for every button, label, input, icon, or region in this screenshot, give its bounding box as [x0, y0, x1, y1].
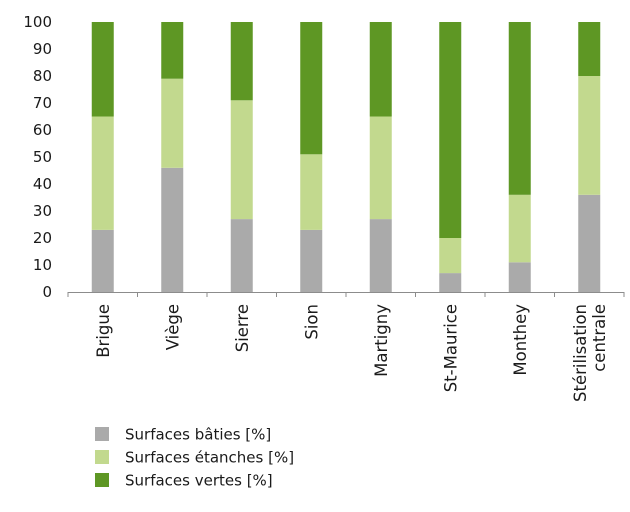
legend-swatch	[95, 473, 109, 487]
y-tick-label: 30	[33, 202, 52, 220]
legend: Surfaces bâties [%] Surfaces étanches [%]…	[95, 426, 294, 490]
bar-segment	[369, 116, 392, 220]
y-tick-label: 40	[33, 175, 52, 193]
x-tick-label-line: Stérilisation	[571, 304, 590, 402]
bars	[91, 22, 601, 292]
x-tick-label-line: Sion	[302, 304, 321, 340]
x-tick-label: Sion	[302, 304, 321, 340]
x-tick-label: Sierre	[233, 304, 252, 352]
x-tick-label: Monthey	[511, 304, 530, 376]
x-tick-label-line: Viège	[163, 304, 182, 350]
x-tick-label: Martigny	[372, 304, 391, 377]
bar-segment	[369, 22, 392, 117]
bar-segment	[300, 154, 323, 230]
bar-segment	[300, 229, 323, 292]
x-tick-label: St-Maurice	[441, 304, 460, 392]
bar-segment	[161, 167, 184, 292]
bar-segment	[578, 194, 601, 292]
y-tick-label: 70	[33, 94, 52, 112]
bar-segment	[91, 229, 114, 292]
y-tick-label: 20	[33, 229, 52, 247]
bar-segment	[578, 76, 601, 195]
x-tick-label-line: Monthey	[511, 304, 530, 376]
y-tick-label: 60	[33, 121, 52, 139]
legend-swatch	[95, 450, 109, 464]
y-axis: 0 10 20 30 40 50 60 70 80 90 100	[23, 13, 52, 301]
bar-segment	[230, 100, 253, 220]
bar-segment	[439, 238, 462, 274]
bar-segment	[508, 262, 531, 292]
bar-segment	[91, 22, 114, 117]
x-tick-label: Viège	[163, 304, 182, 350]
x-tick-label-line: Martigny	[372, 304, 391, 377]
x-tick-label: Brigue	[94, 304, 113, 358]
bar-segment	[161, 22, 184, 79]
bar-segment	[230, 219, 253, 292]
x-tick-label: Stérilisation centrale	[571, 304, 609, 402]
legend-label: Surfaces étanches [%]	[125, 449, 294, 467]
bar-segment	[300, 22, 323, 155]
legend-swatch	[95, 427, 109, 441]
bar-segment	[508, 22, 531, 195]
y-tick-label: 10	[33, 256, 52, 274]
bar-segment	[508, 194, 531, 263]
legend-label: Surfaces vertes [%]	[125, 472, 273, 490]
bar-segment	[578, 22, 601, 76]
x-tick-label-line: Sierre	[233, 304, 252, 352]
legend-label: Surfaces bâties [%]	[125, 426, 271, 444]
bar-segment	[439, 22, 462, 238]
y-tick-label: 90	[33, 40, 52, 58]
bar-segment	[230, 22, 253, 101]
x-tick-label-line: centrale	[590, 304, 609, 372]
y-tick-label: 80	[33, 67, 52, 85]
y-tick-label: 0	[42, 283, 52, 301]
x-tick-label-line: Brigue	[94, 304, 113, 358]
bar-segment	[91, 116, 114, 230]
bar-segment	[439, 273, 462, 292]
x-tick-label-line: St-Maurice	[441, 304, 460, 392]
y-tick-label: 100	[23, 13, 52, 31]
bar-segment	[369, 219, 392, 292]
bar-segment	[161, 78, 184, 168]
x-axis: Brigue Viège Sierre Sion Martigny St-Maurice M…	[67, 292, 625, 402]
y-tick-label: 50	[33, 148, 52, 166]
